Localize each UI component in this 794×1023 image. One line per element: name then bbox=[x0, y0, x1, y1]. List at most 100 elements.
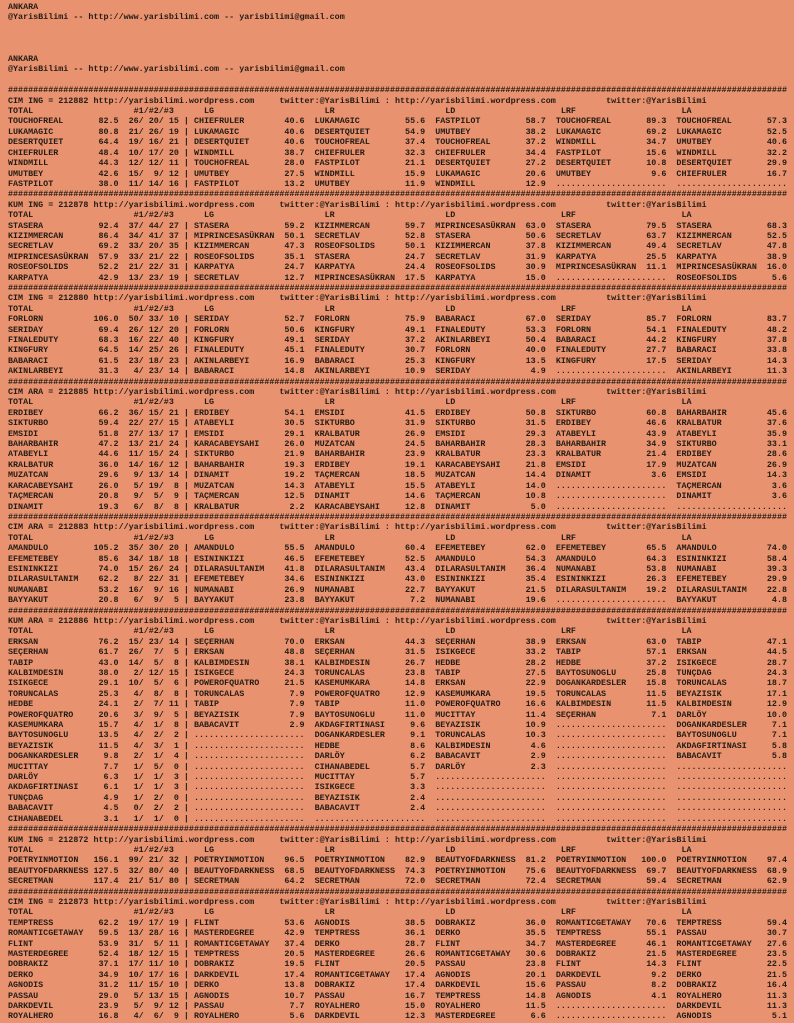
stats-row: HEDBE 24.1 2/ 7/ 11 | TABIP 7.9 TABIP 11… bbox=[8, 699, 788, 710]
stats-block: ########################################… bbox=[8, 189, 794, 283]
stats-row: AMANDULO 105.2 35/ 30/ 20 | AMANDULO 55.… bbox=[8, 543, 788, 554]
stats-row: DINAMIT 19.3 6/ 8/ 8 | KRALBATUR 2.2 KAR… bbox=[8, 501, 788, 512]
separator-line: ########################################… bbox=[8, 85, 788, 96]
stats-row: TAÇMERCAN 20.8 9/ 5/ 9 | TAÇMERCAN 12.5 … bbox=[8, 491, 788, 502]
block-header-line: CIM ARA = 212883 http://yarisbilimi.word… bbox=[8, 522, 707, 533]
column-header-line: TOTAL #1/#2/#3 LG LR LD LRF LA bbox=[8, 397, 692, 408]
stats-block: ########################################… bbox=[8, 606, 794, 825]
stats-row: TOUCHOFREAL 82.5 26/ 20/ 15 | CHIEFRULER… bbox=[8, 116, 788, 127]
stats-block: ########################################… bbox=[8, 85, 794, 189]
stats-row: BABACAVIT 4.5 0/ 2/ 2 | ................… bbox=[8, 803, 788, 814]
stats-row: PASSAU 29.0 5/ 13/ 15 | AGNODIS 10.7 PAS… bbox=[8, 990, 788, 1001]
block-header-line: CIM ING = 212882 http://yarisbilimi.word… bbox=[8, 95, 707, 106]
stats-row: ATABEYLI 44.6 11/ 15/ 24 | SIKTURBO 21.9… bbox=[8, 449, 788, 460]
stats-row: AKDAGFIRTINASI 6.1 1/ 1/ 3 | ...........… bbox=[8, 782, 788, 793]
stats-row: KRALBATUR 36.0 14/ 16/ 12 | BAHARBAHIR 1… bbox=[8, 459, 788, 470]
stats-block: ########################################… bbox=[8, 283, 794, 377]
stats-row: DARKDEVIL 23.9 5/ 9/ 12 | PASSAU 7.7 ROY… bbox=[8, 1001, 788, 1011]
stats-row: KALBIMDESIN 38.0 2/ 12/ 15 | ISIKGECE 24… bbox=[8, 668, 788, 678]
stats-row: ERDIBEY 66.2 36/ 15/ 21 | ERDIBEY 54.1 E… bbox=[8, 407, 788, 418]
stats-block: ########################################… bbox=[8, 377, 794, 512]
stats-block: ########################################… bbox=[8, 887, 794, 1022]
block-header-line: KUM ARA = 212886 http://yarisbilimi.word… bbox=[8, 615, 707, 626]
stats-row: DOGANKARDESLER 9.8 2/ 1/ 4 | ...........… bbox=[8, 751, 788, 762]
stats-row: TUNÇDAG 4.9 1/ 2/ 0 | ..................… bbox=[8, 792, 788, 803]
column-header-line: TOTAL #1/#2/#3 LG LR LD LRF LA bbox=[8, 907, 692, 918]
stats-row: SIKTURBO 59.4 22/ 27/ 15 | ATABEYLI 30.5… bbox=[8, 418, 788, 429]
block-header-line: CIM ING = 212873 http://yarisbilimi.word… bbox=[8, 896, 707, 907]
stats-row: BEAUTYOFDARKNESS 127.5 32/ 80/ 40 | BEAU… bbox=[8, 865, 788, 876]
stats-row: LUKAMAGIC 80.8 21/ 26/ 19 | LUKAMAGIC 40… bbox=[8, 126, 788, 137]
stats-row: POWEROFQUATRO 20.6 3/ 9/ 5 | BEYAZISIK 7… bbox=[8, 709, 788, 720]
stats-row: KINGFURY 64.5 14/ 25/ 26 | FINALEDUTY 45… bbox=[8, 345, 788, 356]
separator-line: ########################################… bbox=[8, 511, 788, 522]
column-header-line: TOTAL #1/#2/#3 LG LR LD LRF LA bbox=[8, 844, 692, 855]
stats-row: ROMANTICGETAWAY 59.5 13/ 28/ 16 | MASTER… bbox=[8, 928, 788, 939]
stats-row: AGNODIS 31.2 11/ 15/ 10 | DERKO 13.8 DOB… bbox=[8, 980, 788, 991]
stats-row: DOBRAKIZ 37.1 17/ 11/ 10 | DOBRAKIZ 19.5… bbox=[8, 959, 788, 970]
stats-row: MIPRINCESASÜKRAN 57.9 33/ 21/ 22 | ROSEO… bbox=[8, 251, 788, 262]
stats-row: MUCITTAY 7.7 1/ 5/ 0 | .................… bbox=[8, 761, 788, 772]
separator-line: ########################################… bbox=[8, 376, 788, 387]
blank-line bbox=[8, 23, 794, 33]
stats-row: POETRYINMOTION 156.1 99/ 21/ 32 | POETRY… bbox=[8, 855, 788, 866]
stats-row: ROYALHERO 16.8 4/ 6/ 9 | ROYALHERO 5.6 D… bbox=[8, 1011, 788, 1022]
location-line: ANKARA bbox=[8, 54, 39, 65]
stats-row: CHIEFRULER 48.4 10/ 17/ 20 | WINDMILL 38… bbox=[8, 147, 788, 158]
stats-row: BABARACI 61.5 23/ 18/ 23 | AKINLARBEYI 1… bbox=[8, 355, 788, 366]
stats-row: BAHARBAHIR 47.2 13/ 21/ 24 | KARACABEYSA… bbox=[8, 439, 788, 450]
stats-row: MUZATCAN 29.6 9/ 13/ 14 | DINAMIT 19.2 T… bbox=[8, 470, 788, 481]
stats-row: SERIDAY 69.4 26/ 12/ 20 | FORLORN 50.6 K… bbox=[8, 324, 788, 335]
stats-row: ROSEOFSOLIDS 52.2 21/ 22/ 31 | KARPATYA … bbox=[8, 262, 788, 273]
stats-row: KASEMUMKARA 15.7 4/ 1/ 8 | BABACAVIT 2.9… bbox=[8, 720, 788, 731]
column-header-line: TOTAL #1/#2/#3 LG LR LD LRF LA bbox=[8, 106, 692, 117]
stats-row: FINALEDUTY 68.3 16/ 22/ 40 | KINGFURY 49… bbox=[8, 335, 788, 345]
blank-line bbox=[8, 33, 794, 43]
stats-row: DERKO 34.9 10/ 17/ 16 | DARKDEVIL 17.4 R… bbox=[8, 969, 788, 980]
stats-row: ISIKGECE 29.1 10/ 5/ 6 | POWEROFQUATRO 2… bbox=[8, 678, 788, 689]
stats-row: TORUNCALAS 25.3 4/ 8/ 8 | TORUNCALAS 7.9… bbox=[8, 688, 788, 699]
column-header-line: TOTAL #1/#2/#3 LG LR LD LRF LA bbox=[8, 210, 692, 221]
stats-row: FORLORN 106.0 50/ 33/ 10 | SERIDAY 52.7 … bbox=[8, 314, 788, 325]
stats-row: TEMPTRESS 62.2 19/ 17/ 19 | FLINT 53.6 A… bbox=[8, 917, 788, 928]
stats-row: STASERA 92.4 37/ 44/ 27 | STASERA 59.2 K… bbox=[8, 220, 788, 231]
stats-row: TABIP 43.0 14/ 5/ 8 | KALBIMDESIN 38.1 K… bbox=[8, 657, 788, 668]
block-header-line: CIM ARA = 212885 http://yarisbilimi.word… bbox=[8, 387, 707, 398]
stats-row: ESININKIZI 74.0 15/ 26/ 24 | DILARASULTA… bbox=[8, 563, 788, 574]
location-line: ANKARA bbox=[8, 2, 39, 12]
column-header-line: TOTAL #1/#2/#3 LG LR LD LRF LA bbox=[8, 532, 692, 543]
column-header-line: TOTAL #1/#2/#3 LG LR LD LRF LA bbox=[8, 626, 692, 637]
separator-line: ########################################… bbox=[8, 605, 788, 616]
block-header-line: KUM ING = 212878 http://yarisbilimi.word… bbox=[8, 199, 707, 210]
separator-line: ########################################… bbox=[8, 824, 788, 835]
blank-line bbox=[8, 75, 794, 85]
separator-line: ########################################… bbox=[8, 886, 788, 897]
stats-row: MASTERDEGREE 52.4 18/ 12/ 15 | TEMPTRESS… bbox=[8, 948, 788, 959]
stats-row: SECRETMAN 117.4 21/ 51/ 80 | SECRETMAN 6… bbox=[8, 876, 788, 887]
stats-block: ########################################… bbox=[8, 824, 794, 886]
stats-row: UMUTBEY 42.6 15/ 9/ 12 | UMUTBEY 27.5 WI… bbox=[8, 168, 788, 179]
block-header-line: KUM ING = 212872 http://yarisbilimi.word… bbox=[8, 834, 707, 845]
stats-row: KIZIMMERCAN 86.4 34/ 41/ 37 | MIPRINCESA… bbox=[8, 230, 788, 241]
separator-line: ########################################… bbox=[8, 282, 788, 293]
contact-line: @YarisBilimi -- http://www.yarisbilimi.c… bbox=[8, 12, 345, 23]
blank-line bbox=[8, 44, 794, 54]
stats-row: BAYTOSUNOGLU 13.5 4/ 2/ 2 | ............… bbox=[8, 730, 788, 741]
stats-row: FLINT 53.9 31/ 5/ 11 | ROMANTICGETAWAY 3… bbox=[8, 938, 788, 949]
stats-row: KARPATYA 42.9 13/ 23/ 19 | SECRETLAV 12.… bbox=[8, 272, 788, 283]
separator-line: ########################################… bbox=[8, 189, 788, 200]
stats-blocks: ########################################… bbox=[8, 85, 794, 1022]
stats-row: ERKSAN 76.2 15/ 23/ 14 | SEÇERHAN 70.0 E… bbox=[8, 636, 788, 647]
stats-row: BEYAZISIK 11.5 4/ 3/ 1 | ...............… bbox=[8, 740, 788, 751]
column-header-line: TOTAL #1/#2/#3 LG LR LD LRF LA bbox=[8, 303, 692, 314]
stats-row: BAYYAKUT 20.8 6/ 9/ 5 | BAYYAKUT 23.8 BA… bbox=[8, 595, 788, 606]
stats-row: WINDMILL 44.3 12/ 12/ 11 | TOUCHOFREAL 2… bbox=[8, 158, 788, 169]
stats-row: DILARASULTANIM 62.2 8/ 22/ 31 | EFEMETEB… bbox=[8, 574, 788, 585]
stats-row: SECRETLAV 69.2 33/ 20/ 35 | KIZIMMERCAN … bbox=[8, 241, 788, 252]
stats-row: EFEMETEBEY 85.6 34/ 18/ 18 | ESININKIZI … bbox=[8, 553, 788, 564]
stats-row: NUMANABI 53.2 16/ 9/ 16 | NUMANABI 26.9 … bbox=[8, 584, 788, 595]
stats-row: FASTPILOT 38.0 11/ 14/ 16 | FASTPILOT 13… bbox=[8, 178, 788, 189]
block-header-line: CIM ING = 212880 http://yarisbilimi.word… bbox=[8, 293, 707, 304]
stats-row: DESERTQUIET 64.4 19/ 16/ 21 | DESERTQUIE… bbox=[8, 137, 788, 148]
stats-row: KARACABEYSAHI 26.0 5/ 19/ 8 | MUZATCAN 1… bbox=[8, 480, 788, 491]
